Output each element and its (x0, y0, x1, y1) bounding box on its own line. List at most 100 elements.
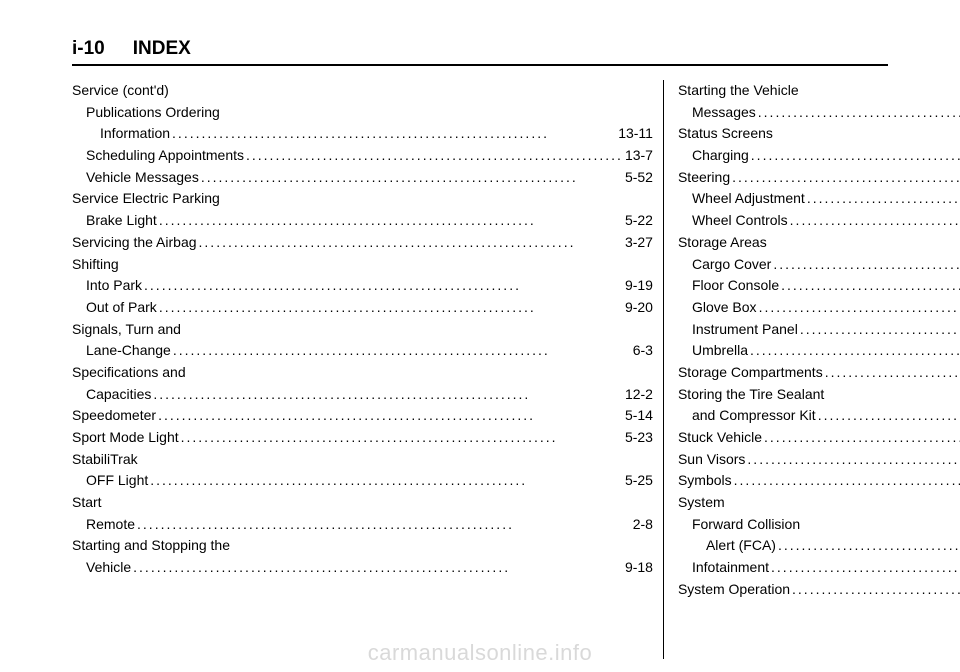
leader-dots (158, 405, 623, 427)
index-entry-label: Storage Areas (678, 232, 767, 254)
index-entry-page: 3-27 (625, 232, 653, 254)
index-entry-label: Starting and Stopping the (72, 535, 230, 557)
page-header: i-10 INDEX (72, 38, 888, 66)
index-entry: Messages5-53 (678, 102, 960, 124)
leader-dots (778, 535, 960, 557)
leader-dots (181, 427, 623, 449)
index-entry: Status Screens (678, 123, 960, 145)
index-entry: OFF Light5-25 (72, 470, 653, 492)
index-entry-label: Sun Visors (678, 449, 745, 471)
index-entry: Sport Mode Light5-23 (72, 427, 653, 449)
index-entry-label: Out of Park (86, 297, 157, 319)
index-entry: Instrument Panel4-1 (678, 319, 960, 341)
index-entry-label: and Compressor Kit (692, 405, 816, 427)
index-entry-label: Charging (692, 145, 749, 167)
index-entry: Symbolsiv (678, 470, 960, 492)
index-entry: Storing the Tire Sealant (678, 384, 960, 406)
index-entry-label: Forward Collision (692, 514, 800, 536)
index-entry-page: 13-7 (625, 145, 653, 167)
index-entry-label: Status Screens (678, 123, 773, 145)
index-entry-label: Information (100, 123, 170, 145)
index-entry-label: Lane-Change (86, 340, 171, 362)
index-entry-label: Speedometer (72, 405, 156, 427)
page-title: INDEX (133, 38, 191, 60)
index-entry-page: 12-2 (625, 384, 653, 406)
leader-dots (771, 557, 960, 579)
index-entry-label: Cargo Cover (692, 254, 771, 276)
leader-dots (751, 145, 960, 167)
index-entry: Glove Box4-2 (678, 297, 960, 319)
index-entry: Forward Collision (678, 514, 960, 536)
index-entry: and Compressor Kit10-69 (678, 405, 960, 427)
index-entry-label: Floor Console (692, 275, 779, 297)
index-entry-label: Shifting (72, 254, 119, 276)
index-entry-label: Alert (FCA) (706, 535, 776, 557)
index-entry-label: Specifications and (72, 362, 186, 384)
index-entry-label: Scheduling Appointments (86, 145, 244, 167)
index-entry: StabiliTrak (72, 449, 653, 471)
page: i-10 INDEX Service (cont'd)Publications … (0, 0, 960, 672)
index-entry-label: Storing the Tire Sealant (678, 384, 824, 406)
index-entry: Vehicle Messages5-52 (72, 167, 653, 189)
leader-dots (800, 319, 960, 341)
index-entry-label: Into Park (86, 275, 142, 297)
index-entry-label: Stuck Vehicle (678, 427, 762, 449)
leader-dots (153, 384, 623, 406)
index-entry: Start (72, 492, 653, 514)
index-entry-page: 13-11 (618, 123, 653, 145)
leader-dots (792, 579, 960, 601)
index-entry-label: System Operation (678, 579, 790, 601)
leader-dots (764, 427, 960, 449)
index-entry: Vehicle9-18 (72, 557, 653, 579)
watermark: carmanualsonline.info (0, 640, 960, 666)
index-entry: Charging9-49 (678, 145, 960, 167)
index-entry-label: Symbols (678, 470, 732, 492)
index-entry-label: OFF Light (86, 470, 148, 492)
index-entry-label: Signals, Turn and (72, 319, 181, 341)
index-entry-label: Service Electric Parking (72, 188, 220, 210)
index-entry-label: Messages (692, 102, 756, 124)
index-entry: Stuck Vehicle9-11 (678, 427, 960, 449)
leader-dots (173, 340, 631, 362)
index-entry-page: 9-20 (625, 297, 653, 319)
leader-dots (199, 232, 623, 254)
index-entry: Information 13-11 (72, 123, 653, 145)
index-entry-label: Servicing the Airbag (72, 232, 197, 254)
index-entry: Steering9-6 (678, 167, 960, 189)
leader-dots (137, 514, 631, 536)
index-entry: Scheduling Appointments 13-7 (72, 145, 653, 167)
leader-dots (144, 275, 623, 297)
index-entry-label: Infotainment (692, 557, 769, 579)
index-entry-page: 6-3 (633, 340, 653, 362)
index-entry: Umbrella4-4 (678, 340, 960, 362)
leader-dots (758, 102, 960, 124)
index-column-2: Starting the VehicleMessages5-53Status S… (663, 80, 960, 659)
leader-dots (732, 167, 960, 189)
index-entry: Capacities12-2 (72, 384, 653, 406)
leader-dots (246, 145, 623, 167)
index-entry: Starting and Stopping the (72, 535, 653, 557)
index-entry-label: Publications Ordering (86, 102, 220, 124)
leader-dots (790, 210, 960, 232)
index-entry-label: Vehicle Messages (86, 167, 199, 189)
index-entry-page: 5-23 (625, 427, 653, 449)
index-entry: Into Park 9-19 (72, 275, 653, 297)
leader-dots (133, 557, 623, 579)
index-columns: Service (cont'd)Publications OrderingInf… (72, 80, 888, 659)
index-entry-label: Wheel Adjustment (692, 188, 805, 210)
index-entry: Service Electric Parking (72, 188, 653, 210)
leader-dots (159, 297, 623, 319)
leader-dots (818, 405, 960, 427)
leader-dots (807, 188, 960, 210)
index-entry: Wheel Adjustment5-5 (678, 188, 960, 210)
index-entry-label: Vehicle (86, 557, 131, 579)
index-entry: Storage Compartments4-1 (678, 362, 960, 384)
index-entry: System (678, 492, 960, 514)
index-entry-page: 9-19 (625, 275, 653, 297)
index-entry-page: 2-8 (633, 514, 653, 536)
index-entry-label: Service (cont'd) (72, 80, 169, 102)
index-entry: Wheel Controls5-5 (678, 210, 960, 232)
index-entry-label: Brake Light (86, 210, 157, 232)
index-entry: Remote2-8 (72, 514, 653, 536)
leader-dots (201, 167, 623, 189)
